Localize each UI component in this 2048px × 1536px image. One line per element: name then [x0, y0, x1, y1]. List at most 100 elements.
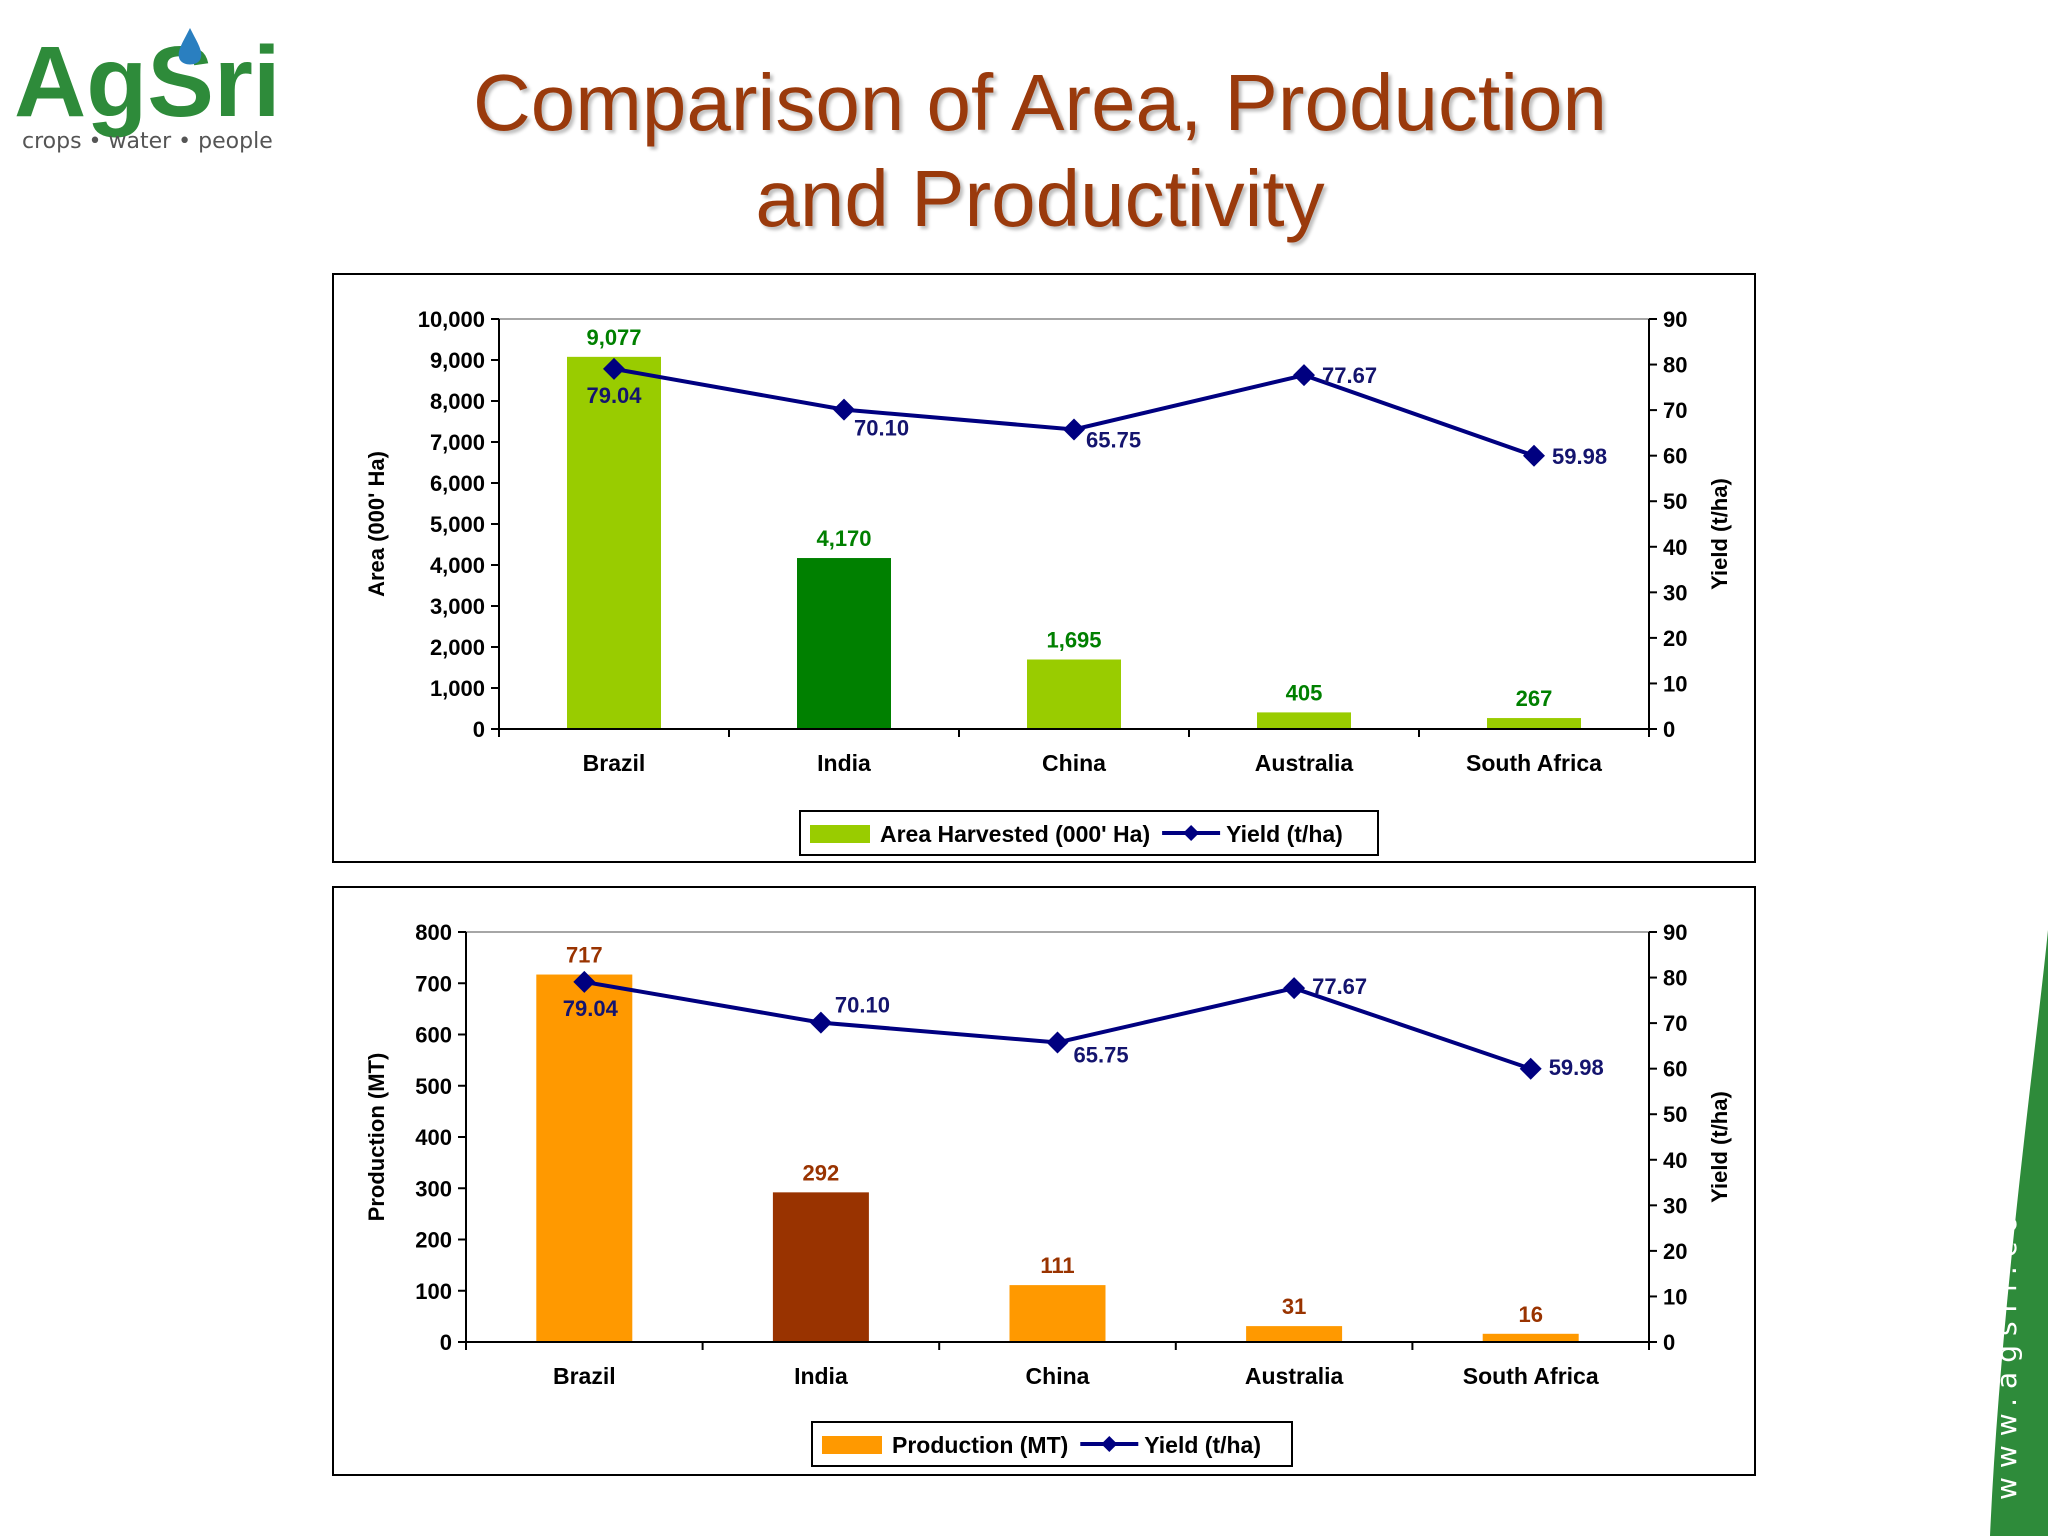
area-yield-point-5: [1523, 444, 1545, 467]
area-y2-tick-label-2: 20: [1663, 626, 1687, 651]
production-category-label-2: India: [794, 1363, 848, 1389]
agsri-logo-graphic: AgSri crops • water • people: [14, 26, 281, 154]
production-category-label-1: Brazil: [553, 1363, 616, 1389]
production-bar-5: [1482, 1333, 1579, 1342]
area-y2-tick-label-1: 10: [1663, 671, 1687, 696]
area-y-tick-label-4: 4,000: [430, 553, 485, 578]
area-category-label-1: Brazil: [583, 750, 646, 776]
production-yield-label-5: 59.98: [1549, 1055, 1604, 1080]
area-legend-bar-label: Area Harvested (000' Ha): [880, 821, 1150, 847]
production-bar-label-4: 31: [1282, 1294, 1306, 1319]
area-category-label-5: South Africa: [1466, 750, 1602, 776]
production-y-tick-label-4: 400: [415, 1125, 452, 1150]
production-y-tick-label-6: 600: [415, 1023, 452, 1048]
production-y2-tick-label-7: 70: [1663, 1011, 1687, 1036]
production-yield-label-1: 79.04: [563, 996, 619, 1021]
production-bar-label-1: 717: [566, 943, 603, 968]
production-y2-tick-label-4: 40: [1663, 1148, 1687, 1173]
production-bar-label-3: 111: [1040, 1253, 1074, 1278]
logo-brand-text: AgSri: [14, 26, 281, 138]
production-y-tick-label-3: 300: [415, 1176, 452, 1201]
production-category-label-3: China: [1026, 1363, 1090, 1389]
production-yield-point-5: [1519, 1057, 1542, 1080]
area-yield-label-1: 79.04: [586, 383, 642, 408]
area-y2-tick-label-6: 60: [1663, 444, 1687, 469]
area-bar-5: [1487, 718, 1581, 729]
production-y-tick-label-7: 700: [415, 971, 452, 996]
production-yield-chart-svg: 717 292 111 31 16 0 100 200 300 400 500 600 700 800 0 1…: [364, 920, 1732, 1467]
area-yield-label-4: 77.67: [1322, 363, 1377, 388]
production-y-tick-label-2: 200: [415, 1228, 452, 1253]
area-y-tick-label-8: 8,000: [430, 389, 485, 414]
area-bar-label-5: 267: [1516, 686, 1553, 711]
area-yield-label-3: 65.75: [1086, 427, 1141, 452]
area-y-tick-label-5: 5,000: [430, 512, 485, 537]
production-y-tick-label-0: 0: [440, 1330, 452, 1355]
area-y-axis-title: Area (000' Ha): [364, 451, 389, 597]
agsri-logo: AgSri crops • water • people: [14, 18, 304, 168]
area-bar-label-1: 9,077: [586, 325, 641, 350]
area-y2-tick-label-7: 70: [1663, 398, 1687, 423]
area-y-tick-label-1: 1,000: [430, 676, 485, 701]
production-legend-line-label: Yield (t/ha): [1144, 1432, 1261, 1458]
production-yield-line: [583, 979, 1532, 1071]
slide-title: Comparison of Area, Production and Produ…: [330, 55, 1750, 247]
production-y2-tick-label-6: 60: [1663, 1057, 1687, 1082]
production-y2-tick-label-3: 30: [1663, 1193, 1687, 1218]
area-yield-point-2: [833, 398, 855, 421]
production-y2-tick-label-8: 80: [1663, 966, 1687, 991]
production-legend-box: [811, 1421, 1293, 1467]
production-yield-point-1: [573, 970, 596, 993]
slide-title-line-2: and Productivity: [755, 154, 1325, 243]
area-bar-label-2: 4,170: [816, 526, 871, 551]
area-y2-tick-label-5: 50: [1663, 489, 1687, 514]
production-y2-tick-label-9: 90: [1663, 920, 1687, 945]
production-bar-4: [1246, 1326, 1343, 1342]
production-bar-label-5: 16: [1518, 1302, 1542, 1327]
area-y-tick-label-0: 0: [473, 717, 485, 742]
production-y-tick-label-8: 800: [415, 920, 452, 945]
production-y-tick-label-1: 100: [415, 1279, 452, 1304]
area-y2-axis-title: Yield (t/ha): [1707, 478, 1732, 590]
side-stripe: [1990, 930, 2048, 1536]
area-yield-point-3: [1063, 418, 1085, 441]
side-stripe-shape: [1990, 930, 2048, 1536]
area-y-tick-label-10: 10,000: [418, 307, 485, 332]
production-bar-label-2: 292: [803, 1160, 840, 1185]
slide-title-line-1: Comparison of Area, Production: [473, 58, 1607, 147]
area-yield-line: [613, 366, 1535, 458]
production-yield-point-4: [1283, 977, 1306, 1000]
area-category-label-3: China: [1042, 750, 1106, 776]
area-yield-point-1: [603, 357, 625, 380]
production-bar-1: [536, 974, 633, 1342]
area-y-tick-label-6: 6,000: [430, 471, 485, 496]
production-y2-tick-label-5: 50: [1663, 1102, 1687, 1127]
area-bar-4: [1257, 712, 1351, 729]
area-yield-chart: 9,077 4,170 1,695 405 267 0 1,000 2,000 3,000 4,0…: [332, 273, 1756, 863]
area-bar-label-4: 405: [1286, 680, 1323, 705]
production-bar-2: [772, 1192, 869, 1342]
production-yield-point-3: [1046, 1031, 1069, 1054]
production-y2-tick-label-2: 20: [1663, 1239, 1687, 1264]
production-yield-label-2: 70.10: [835, 993, 890, 1018]
production-yield-label-3: 65.75: [1074, 1042, 1129, 1067]
area-y-tick-label-9: 9,000: [430, 348, 485, 373]
production-yield-chart: 717 292 111 31 16 0 100 200 300 400 500 600 700 800 0 1…: [332, 886, 1756, 1476]
area-bar-3: [1027, 659, 1121, 729]
production-bar-3: [1009, 1285, 1106, 1342]
production-y2-axis-title: Yield (t/ha): [1707, 1091, 1732, 1203]
area-y2-tick-label-4: 40: [1663, 535, 1687, 560]
area-category-label-4: Australia: [1255, 750, 1354, 776]
area-yield-label-5: 59.98: [1552, 444, 1607, 469]
production-legend-bar-label: Production (MT): [892, 1432, 1068, 1458]
area-y2-tick-label-9: 90: [1663, 307, 1687, 332]
area-y-tick-label-2: 2,000: [430, 635, 485, 660]
area-legend-line-marker: [1183, 825, 1200, 841]
production-yield-point-2: [809, 1011, 832, 1034]
area-bar-2: [797, 558, 891, 729]
production-y2-tick-label-1: 10: [1663, 1284, 1687, 1309]
area-y-tick-label-3: 3,000: [430, 594, 485, 619]
area-bar-label-3: 1,695: [1046, 628, 1101, 653]
area-category-label-2: India: [817, 750, 871, 776]
logo-tagline: crops • water • people: [22, 129, 273, 154]
